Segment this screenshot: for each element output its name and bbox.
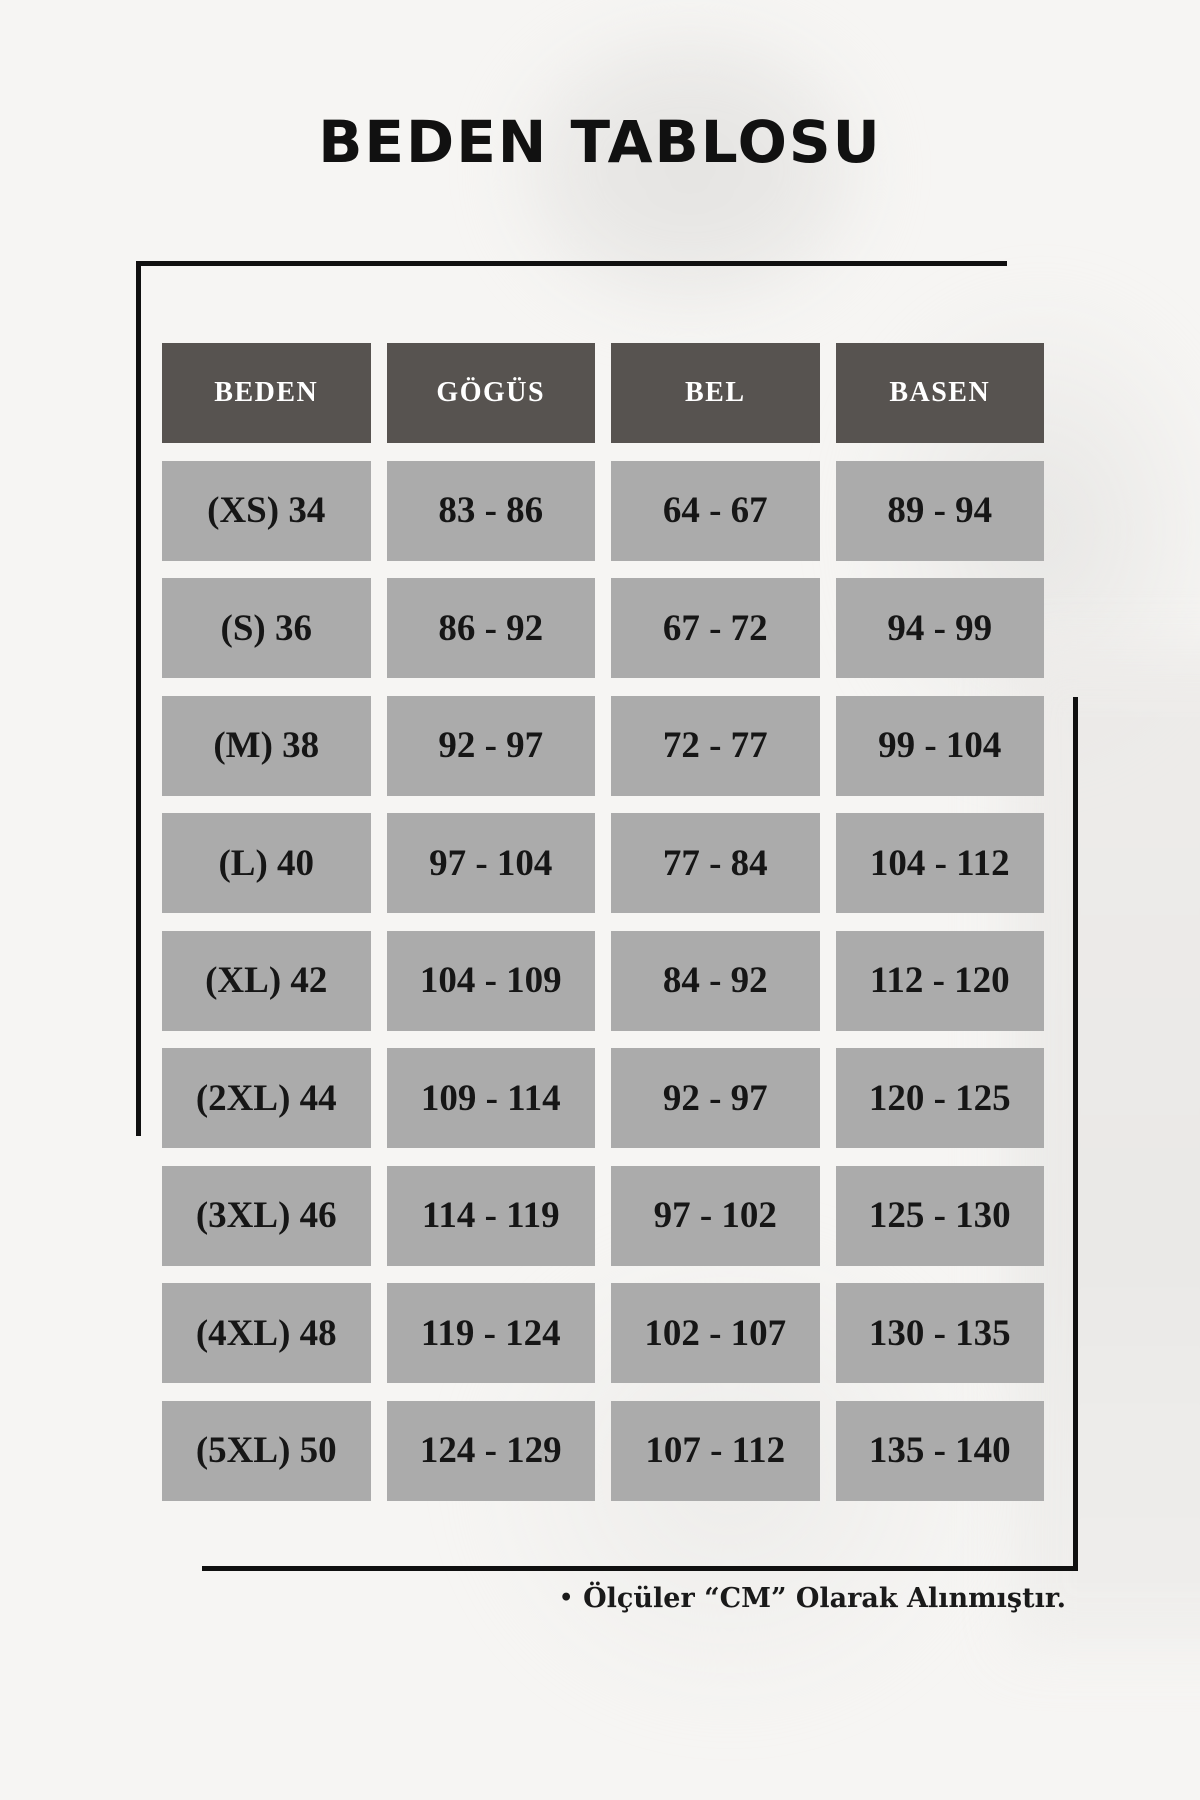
table-cell: 130 - 135: [835, 1283, 1044, 1383]
table-cell: 102 - 107: [611, 1283, 820, 1383]
table-cell: 86 - 92: [386, 578, 595, 678]
page-title: BEDEN TABLOSU: [318, 108, 882, 176]
table-cell: 72 - 77: [611, 695, 820, 796]
table-cell: (4XL) 48: [162, 1283, 371, 1383]
table-cell: (XS) 34: [162, 460, 371, 561]
frame-line-left: [136, 261, 141, 1136]
table-cell: 125 - 130: [835, 1165, 1044, 1266]
table-cell: 99 - 104: [835, 695, 1044, 796]
frame-line-right: [1073, 697, 1078, 1571]
table-cell: (3XL) 46: [162, 1165, 371, 1266]
table-cell: 104 - 109: [386, 930, 595, 1031]
table-cell: (L) 40: [162, 813, 371, 913]
table-cell: (5XL) 50: [162, 1400, 371, 1501]
table-cell: 89 - 94: [835, 460, 1044, 561]
table-cell: 104 - 112: [835, 813, 1044, 913]
table-cell: 135 - 140: [835, 1400, 1044, 1501]
table-cell: 124 - 129: [386, 1400, 595, 1501]
table-cell: 77 - 84: [611, 813, 820, 913]
column-header-beden: BEDEN: [162, 343, 371, 443]
table-cell: (XL) 42: [162, 930, 371, 1031]
table-cell: 97 - 104: [386, 813, 595, 913]
table-cell: 64 - 67: [611, 460, 820, 561]
footnote-bullet-icon: •: [559, 1585, 574, 1611]
table-cell: (S) 36: [162, 578, 371, 678]
table-cell: 84 - 92: [611, 930, 820, 1031]
table-cell: 119 - 124: [386, 1283, 595, 1383]
table-cell: 112 - 120: [835, 930, 1044, 1031]
table-cell: 67 - 72: [611, 578, 820, 678]
table-cell: 107 - 112: [611, 1400, 820, 1501]
footnote: • Ölçüler “CM” Olarak Alınmıştır.: [559, 1583, 1066, 1614]
frame-line-bottom: [202, 1566, 1078, 1571]
column-header-gogus: GÖGÜS: [386, 343, 595, 443]
table-cell: 83 - 86: [386, 460, 595, 561]
background-blob: [430, 0, 950, 380]
table-cell: 97 - 102: [611, 1165, 820, 1266]
size-table: BEDEN GÖGÜS BEL BASEN (XS) 34 83 - 86 64 -…: [162, 343, 1044, 1501]
table-cell: (M) 38: [162, 695, 371, 796]
table-cell: (2XL) 44: [162, 1048, 371, 1148]
table-cell: 120 - 125: [835, 1048, 1044, 1148]
column-header-bel: BEL: [611, 343, 820, 443]
table-cell: 92 - 97: [611, 1048, 820, 1148]
table-cell: 109 - 114: [386, 1048, 595, 1148]
footnote-text: Ölçüler “CM” Olarak Alınmıştır.: [583, 1583, 1066, 1614]
table-cell: 94 - 99: [835, 578, 1044, 678]
table-cell: 92 - 97: [386, 695, 595, 796]
frame-line-top: [136, 261, 1007, 266]
table-cell: 114 - 119: [386, 1165, 595, 1266]
column-header-basen: BASEN: [835, 343, 1044, 443]
